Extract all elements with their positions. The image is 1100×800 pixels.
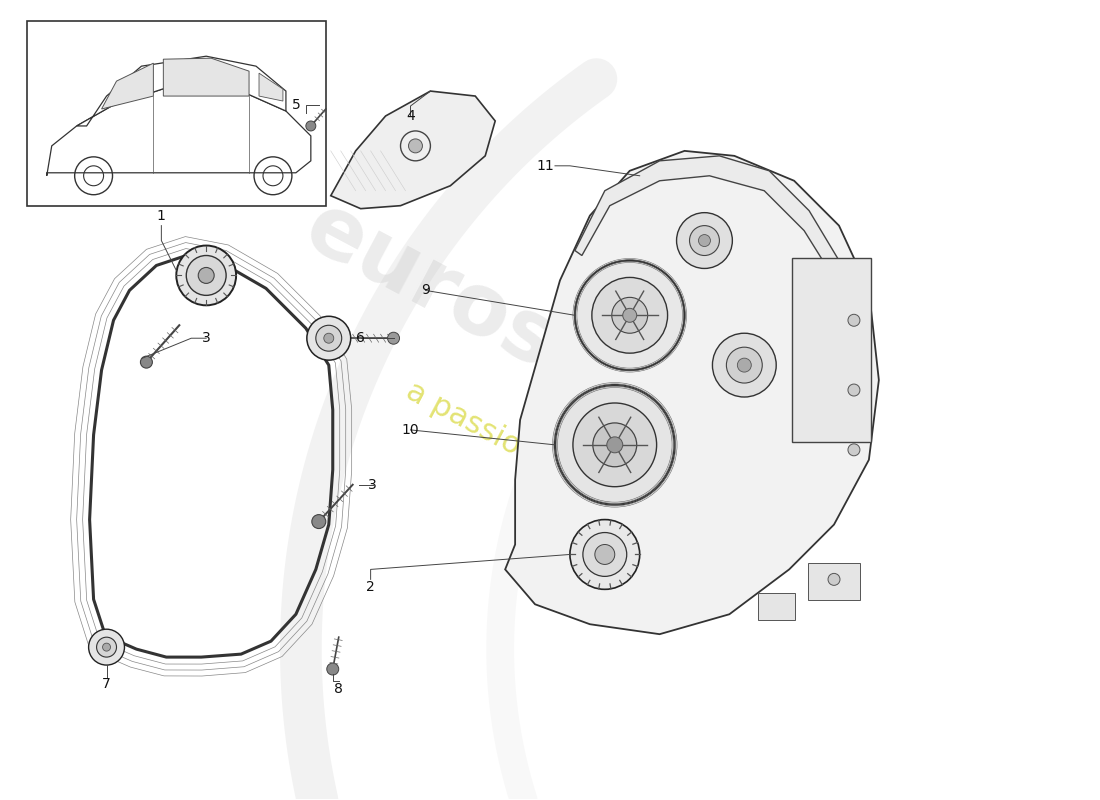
Text: eurospares: eurospares [290, 186, 810, 514]
Circle shape [607, 437, 623, 453]
Text: 11: 11 [536, 159, 554, 173]
Circle shape [327, 663, 339, 675]
Text: 8: 8 [334, 682, 343, 696]
Text: 4: 4 [406, 109, 415, 123]
Polygon shape [505, 151, 879, 634]
Circle shape [726, 347, 762, 383]
FancyBboxPatch shape [26, 22, 326, 206]
Circle shape [595, 545, 615, 565]
Polygon shape [575, 156, 839, 270]
Circle shape [828, 574, 840, 586]
Text: 3: 3 [201, 331, 210, 346]
Circle shape [186, 255, 227, 295]
Circle shape [141, 356, 153, 368]
Circle shape [592, 278, 668, 353]
Text: 6: 6 [356, 331, 365, 346]
Circle shape [316, 326, 342, 351]
Circle shape [848, 314, 860, 326]
Circle shape [737, 358, 751, 372]
Circle shape [97, 637, 117, 657]
Polygon shape [77, 56, 286, 126]
Text: 7: 7 [102, 677, 111, 691]
Circle shape [698, 234, 711, 246]
Circle shape [408, 139, 422, 153]
Text: 1: 1 [157, 209, 166, 222]
Circle shape [307, 316, 351, 360]
Circle shape [387, 332, 399, 344]
Circle shape [306, 121, 316, 131]
Polygon shape [331, 91, 495, 209]
Circle shape [573, 403, 657, 486]
Text: 9: 9 [421, 283, 430, 298]
Text: 10: 10 [402, 423, 419, 437]
Polygon shape [258, 73, 283, 101]
Circle shape [570, 519, 640, 590]
Circle shape [713, 334, 777, 397]
Circle shape [848, 444, 860, 456]
Polygon shape [47, 86, 311, 176]
Circle shape [612, 298, 648, 334]
Circle shape [690, 226, 719, 255]
Circle shape [676, 213, 733, 269]
Circle shape [556, 385, 674, 505]
Circle shape [311, 514, 326, 529]
Circle shape [623, 308, 637, 322]
Circle shape [848, 384, 860, 396]
FancyBboxPatch shape [758, 594, 795, 620]
Text: 3: 3 [368, 478, 377, 492]
Polygon shape [163, 58, 249, 96]
Circle shape [198, 267, 214, 283]
Polygon shape [101, 63, 153, 109]
Circle shape [575, 261, 684, 370]
Circle shape [176, 246, 236, 306]
Text: 2: 2 [366, 580, 375, 594]
Text: a passion since 1985: a passion since 1985 [402, 377, 698, 553]
Circle shape [323, 334, 333, 343]
Circle shape [593, 423, 637, 466]
Circle shape [89, 630, 124, 665]
Text: 5: 5 [292, 98, 300, 112]
Circle shape [102, 643, 110, 651]
FancyBboxPatch shape [792, 258, 871, 442]
Circle shape [583, 533, 627, 576]
FancyBboxPatch shape [808, 563, 860, 600]
